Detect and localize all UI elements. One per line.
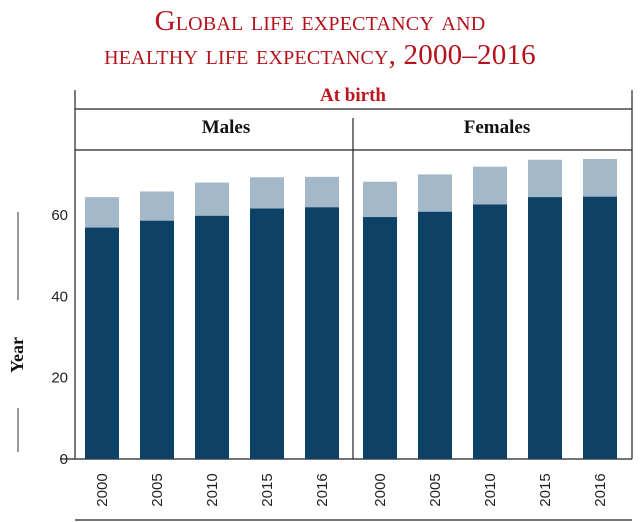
bar-healthy-females-2000	[363, 217, 397, 459]
bar-healthy-males-2010	[195, 215, 229, 459]
x-tick-label-females-2016: 2016	[592, 473, 609, 506]
y-tick-label: 20	[51, 370, 68, 387]
bar-healthy-males-2000	[85, 227, 119, 459]
chart-subtitle: At birth	[320, 85, 386, 106]
bar-healthy-females-2016	[583, 196, 617, 459]
panel-label-males: Males	[202, 117, 251, 138]
panel-label-females: Females	[464, 117, 530, 138]
x-tick-label-males-2005: 2005	[149, 473, 166, 506]
bar-healthy-males-2005	[140, 220, 174, 459]
chart-title-line-2: healthy life expectancy, 2000–2016	[104, 39, 536, 71]
bar-healthy-males-2016	[305, 207, 339, 459]
x-tick-label-females-2005: 2005	[427, 473, 444, 506]
x-tick-label-females-2000: 2000	[372, 473, 389, 506]
y-axis-label: Year	[7, 337, 27, 373]
bar-healthy-males-2015	[250, 208, 284, 459]
x-tick-label-females-2010: 2010	[482, 473, 499, 506]
x-tick-label-males-2000: 2000	[94, 473, 111, 506]
bar-healthy-females-2015	[528, 197, 562, 460]
y-tick-label: 0	[60, 451, 68, 468]
bar-healthy-females-2010	[473, 204, 507, 459]
x-tick-label-males-2010: 2010	[204, 473, 221, 506]
bars	[85, 158, 617, 460]
y-tick-label: 60	[51, 207, 68, 224]
y-tick-label: 40	[51, 288, 68, 305]
x-tick-labels: 2000 2005 2010 2015 2016 2000 2005 2010 2015 2016	[94, 473, 609, 506]
x-tick-label-females-2015: 2015	[537, 473, 554, 506]
x-tick-label-males-2016: 2016	[314, 473, 331, 506]
chart-title-line-1: Global life expectancy and	[154, 5, 486, 37]
bar-healthy-females-2005	[418, 211, 452, 459]
x-tick-label-males-2015: 2015	[259, 473, 276, 506]
y-tick-labels: 0 20 40 60	[51, 207, 68, 468]
